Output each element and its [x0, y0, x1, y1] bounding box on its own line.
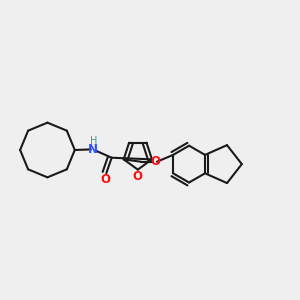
Text: N: N	[88, 142, 98, 156]
Text: H: H	[89, 136, 97, 146]
Text: O: O	[100, 172, 110, 186]
Text: O: O	[151, 155, 161, 168]
Text: O: O	[133, 170, 143, 183]
